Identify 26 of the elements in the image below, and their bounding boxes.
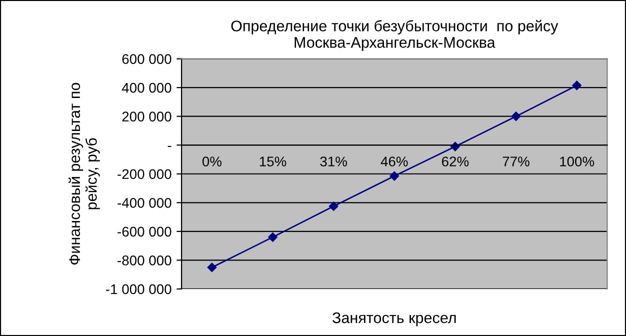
chart-title: Определение точки безубыточности по рейсу Москва-Архангельск-Москва [231, 20, 558, 51]
y-axis-title: Финансовый результат по рейсу, руб [68, 82, 100, 265]
point [268, 232, 278, 242]
y-tick-label: -600 000 [118, 226, 172, 237]
point [390, 171, 400, 181]
y-tick-label: -1 000 000 [106, 284, 172, 294]
point [511, 112, 521, 121]
x-tick-label: 100% [560, 156, 594, 166]
x-tick-label: 31% [320, 156, 347, 166]
point [450, 142, 460, 152]
y-tick-label: 600 000 [122, 54, 172, 64]
y-tick-label: -800 000 [118, 256, 172, 266]
y-tick-label: -200 000 [118, 169, 172, 180]
x-tick-label: 46% [380, 156, 408, 166]
point [328, 202, 338, 211]
y-tick-label: 400 000 [122, 82, 172, 93]
point [572, 80, 582, 90]
y-tick-label: -400 000 [118, 198, 172, 208]
x-axis-title: Занятость кресел [332, 312, 456, 326]
point [207, 262, 217, 272]
x-tick-label: 77% [502, 156, 530, 166]
x-tick-label: 0% [202, 156, 222, 166]
y-tick-label: - [168, 146, 172, 147]
x-tick-label: 62% [442, 156, 469, 166]
y-tick-label: 200 000 [122, 112, 172, 122]
x-tick-label: 15% [260, 156, 286, 166]
